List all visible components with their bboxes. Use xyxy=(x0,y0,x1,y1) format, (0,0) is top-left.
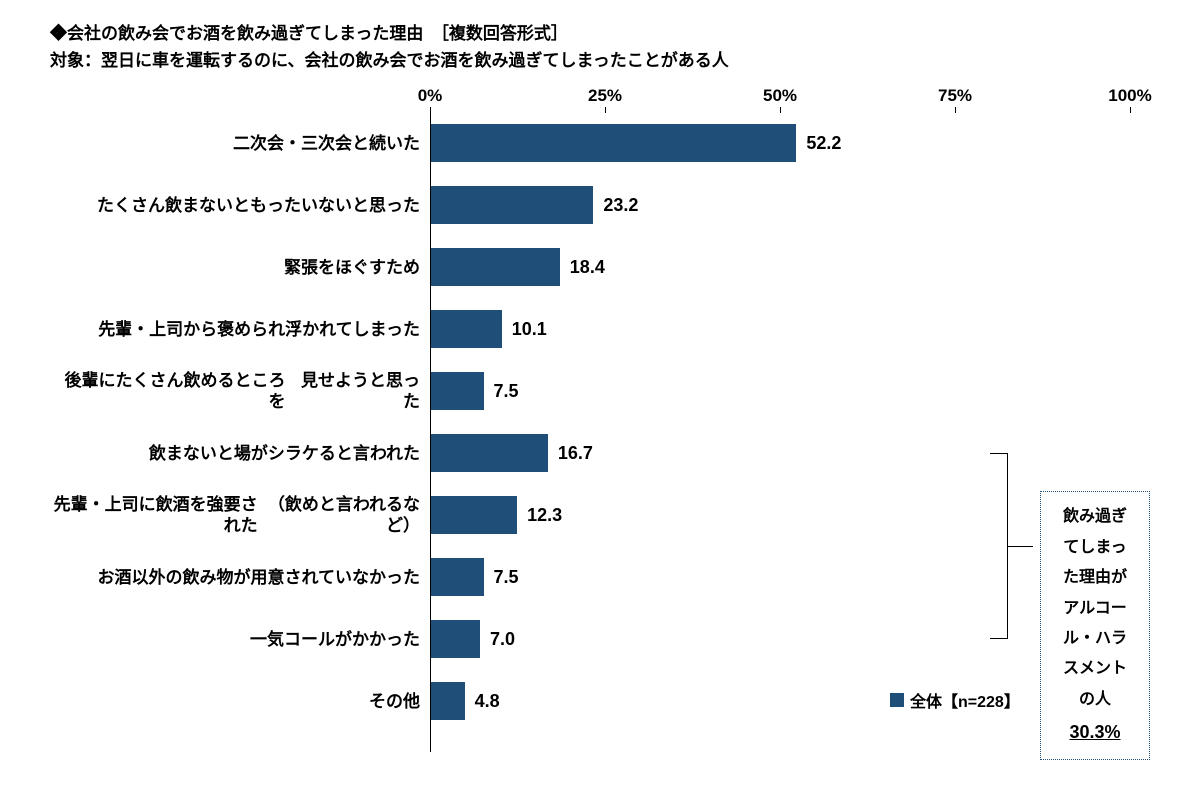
plot-area: 二次会・三次会と続いた52.2たくさん飲まないともったいないと思った23.2緊張… xyxy=(50,112,1150,752)
bar-label: 飲まないと場がシラケると言われた xyxy=(50,422,420,484)
bar xyxy=(431,310,502,348)
bar xyxy=(431,186,593,224)
bar-value: 4.8 xyxy=(465,670,500,732)
legend: 全体【n=228】 xyxy=(890,688,1020,712)
bar-value: 18.4 xyxy=(560,236,605,298)
bar-label: たくさん飲まないともったいないと思った xyxy=(50,174,420,236)
bar-row: 緊張をほぐすため 18.4 xyxy=(50,236,1150,298)
bar-value: 52.2 xyxy=(796,112,841,174)
bar-row: たくさん飲まないともったいないと思った 23.2 xyxy=(50,174,1150,236)
bar-label: 二次会・三次会と続いた xyxy=(50,112,420,174)
legend-label: 全体【n=228】 xyxy=(910,688,1020,712)
bar-value: 7.0 xyxy=(480,608,515,670)
bar-value: 23.2 xyxy=(593,174,638,236)
callout-line-2: アルコール・ハラスメントの人 xyxy=(1059,594,1131,716)
callout-box: 飲み過ぎてしまった理由が アルコール・ハラスメントの人 30.3% xyxy=(1040,491,1150,760)
bar-row: 二次会・三次会と続いた 52.2 xyxy=(50,112,1150,174)
bar-value: 7.5 xyxy=(484,360,519,422)
bar-row: お酒以外の飲み物が用意されていなかった 7.5 xyxy=(50,546,1150,608)
bar-label: お酒以外の飲み物が用意されていなかった xyxy=(50,546,420,608)
bar xyxy=(431,558,484,596)
bar-row: 飲まないと場がシラケると言われた 16.7 xyxy=(50,422,1150,484)
chart-title: ◆会社の飲み会でお酒を飲み過ぎてしまった理由 ［複数回答形式］ 対象：翌日に車を… xyxy=(50,20,1150,74)
bar-label: その他 xyxy=(50,670,420,732)
bar xyxy=(431,496,517,534)
bar-value: 12.3 xyxy=(517,484,562,546)
title-line-1: ◆会社の飲み会でお酒を飲み過ぎてしまった理由 ［複数回答形式］ xyxy=(50,20,1150,47)
x-tick-label: 100% xyxy=(1108,86,1151,106)
bracket-stem xyxy=(1008,546,1033,547)
bar-label: 緊張をほぐすため xyxy=(50,236,420,298)
bar-value: 16.7 xyxy=(548,422,593,484)
title-line-2: 対象：翌日に車を運転するのに、会社の飲み会でお酒を飲み過ぎてしまったことがある人 xyxy=(50,47,1150,74)
bar xyxy=(431,124,796,162)
bar xyxy=(431,620,480,658)
bar-row: 後輩にたくさん飲めるところを見せようと思った 7.5 xyxy=(50,360,1150,422)
bar-label: 先輩・上司から褒められ浮かれてしまった xyxy=(50,298,420,360)
bar xyxy=(431,434,548,472)
bar-row: 先輩・上司に飲酒を強要された（飲めと言われるなど） 12.3 xyxy=(50,484,1150,546)
bar xyxy=(431,682,465,720)
bar-value: 7.5 xyxy=(484,546,519,608)
legend-swatch xyxy=(890,693,904,707)
bar-label: 先輩・上司に飲酒を強要された（飲めと言われるなど） xyxy=(50,484,420,546)
callout-percent: 30.3% xyxy=(1059,715,1131,749)
x-tick-label: 50% xyxy=(763,86,797,106)
x-tick-label: 75% xyxy=(938,86,972,106)
callout-line-1: 飲み過ぎてしまった理由が xyxy=(1059,502,1131,593)
bar xyxy=(431,248,560,286)
chart: 0%25%50%75%100% 二次会・三次会と続いた52.2たくさん飲まないと… xyxy=(50,82,1150,762)
bar xyxy=(431,372,484,410)
bar-label: 後輩にたくさん飲めるところを見せようと思った xyxy=(50,360,420,422)
bar-row: 一気コールがかかった 7.0 xyxy=(50,608,1150,670)
bracket xyxy=(990,453,1008,639)
bar-label: 一気コールがかかった xyxy=(50,608,420,670)
bar-value: 10.1 xyxy=(502,298,547,360)
x-tick-label: 25% xyxy=(588,86,622,106)
x-tick-label: 0% xyxy=(418,86,443,106)
bar-row: 先輩・上司から褒められ浮かれてしまった 10.1 xyxy=(50,298,1150,360)
